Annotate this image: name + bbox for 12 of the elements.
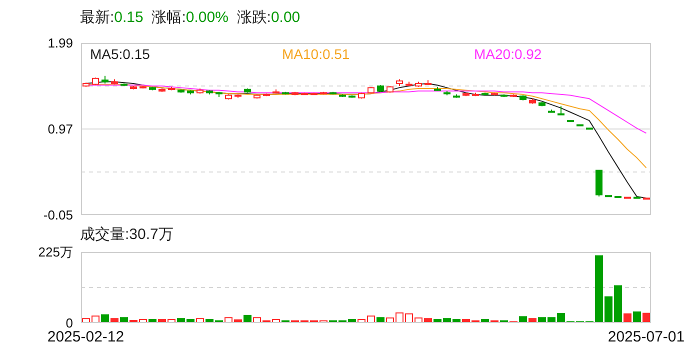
text: MA10:0.51 [282, 46, 351, 62]
y-tick-label: -0.05 [43, 208, 73, 223]
text: MA20:0.92 [474, 46, 543, 62]
y-tick-label: 225万 [38, 244, 73, 260]
chart-title: 成交量:30.7万 [80, 226, 174, 243]
chart-title: 最新:0.15 涨幅:0.00% 涨跌:0.00 [80, 9, 300, 26]
x-tick-label: 2025-02-12 [47, 328, 124, 346]
y-tick-label: 1.99 [48, 36, 73, 51]
x-tick-label: 2025-07-01 [608, 328, 685, 346]
y-tick-label: 0.97 [48, 122, 73, 137]
series-label: MA5:0.15 [90, 46, 151, 62]
y-tick-label: 0 [66, 316, 73, 331]
